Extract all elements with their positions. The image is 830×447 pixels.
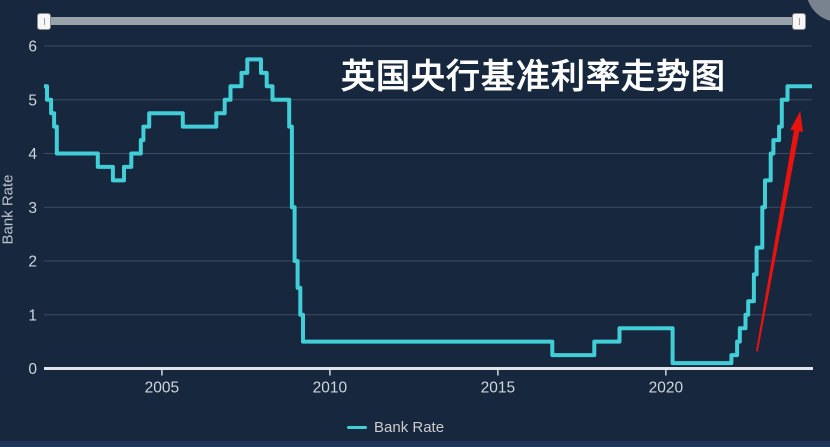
trend-arrow [756, 111, 804, 352]
y-tick-label-5: 5 [28, 92, 37, 109]
y-axis-title: Bank Rate [0, 174, 17, 245]
legend-line-swatch-icon [347, 425, 367, 429]
y-tick-label-2: 2 [28, 254, 37, 271]
legend-label: Bank Rate [374, 418, 445, 436]
navigator-handle-left[interactable] [37, 13, 51, 30]
x-tick-label-2010: 2010 [313, 380, 348, 397]
y-tick-label-0: 0 [28, 361, 37, 378]
y-tick-label-4: 4 [28, 146, 37, 163]
x-tick-label-2005: 2005 [145, 380, 179, 397]
handle-grip-icon [798, 18, 800, 25]
x-tick-label-2020: 2020 [649, 380, 684, 397]
navigator-track[interactable] [44, 17, 800, 25]
y-tick-label-1: 1 [28, 307, 37, 324]
y-tick-label-3: 3 [28, 200, 37, 217]
y-tick-label-6: 6 [28, 39, 37, 56]
chart-title: 英国央行基准利率走势图 [341, 58, 726, 96]
bottom-bar [0, 441, 830, 447]
navigator-handle-right[interactable] [792, 13, 806, 30]
handle-grip-icon [43, 18, 45, 25]
legend-item-bank-rate[interactable]: Bank Rate [347, 418, 444, 436]
x-tick-label-2015: 2015 [481, 380, 515, 397]
series-line-bank-rate [44, 57, 812, 366]
